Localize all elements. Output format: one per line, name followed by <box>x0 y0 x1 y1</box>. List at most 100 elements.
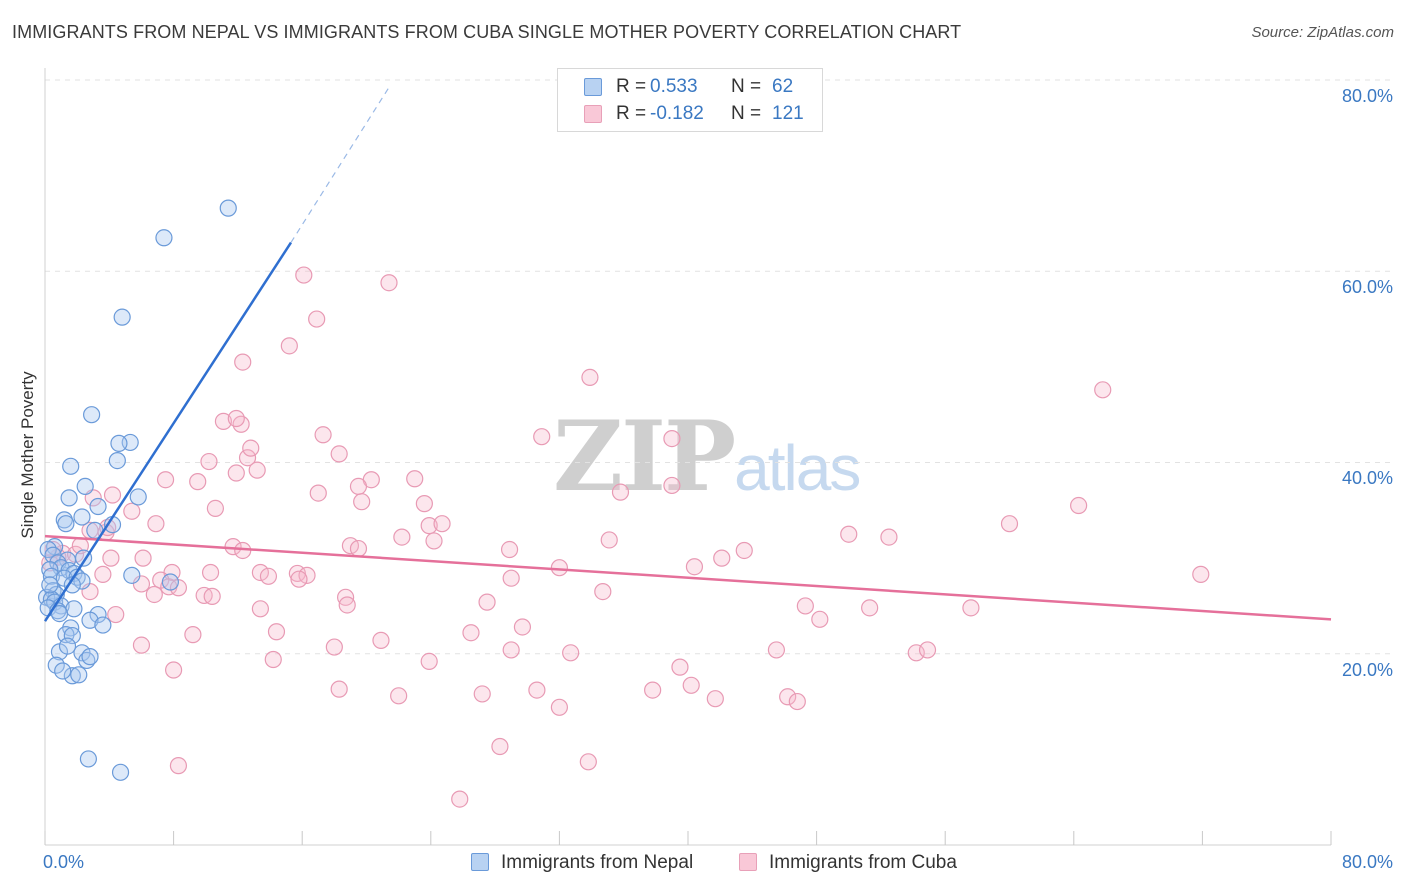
nepal-point <box>111 763 130 781</box>
nepal-point <box>155 229 173 247</box>
nepal-point <box>65 600 83 618</box>
n-label: N = <box>731 103 762 124</box>
legend-item-nepal[interactable]: Immigrants from Nepal <box>471 852 693 874</box>
cuba-point <box>528 681 546 699</box>
nepal-point <box>219 199 237 217</box>
nepal-point <box>89 497 107 516</box>
cuba-points <box>41 266 1210 808</box>
cuba-point <box>533 428 551 446</box>
cuba-point <box>123 502 141 520</box>
cuba-point <box>107 605 125 624</box>
cuba-point <box>145 585 163 604</box>
nepal-point <box>73 572 91 590</box>
cuba-point <box>462 624 480 642</box>
nepal-point <box>110 434 128 452</box>
r-label: R = <box>616 103 647 124</box>
cuba-point <box>420 652 438 671</box>
cuba-point <box>248 461 266 479</box>
stats-legend: R = 0.533 N = 62 R = -0.182 N = 121 <box>557 68 823 132</box>
nepal-point <box>70 666 88 684</box>
cuba-point <box>500 540 519 559</box>
cuba-point <box>251 563 270 582</box>
cuba-point <box>685 558 704 576</box>
cuba-point <box>880 528 898 546</box>
y-tick-label: 20.0% <box>1341 660 1393 680</box>
cuba-point <box>1070 496 1088 515</box>
nepal-point <box>79 750 98 768</box>
legend-item-cuba[interactable]: Immigrants from Cuba <box>739 852 957 874</box>
trend-lines <box>43 84 1332 622</box>
nepal-r-value: 0.533 <box>650 76 698 97</box>
cuba-point <box>295 266 313 284</box>
cuba-point <box>779 688 797 706</box>
cuba-point <box>353 493 371 511</box>
cuba-point <box>550 559 569 577</box>
cuba-point <box>251 600 270 618</box>
y-tick-label: 60.0% <box>1341 277 1393 297</box>
nepal-point <box>123 566 141 584</box>
cuba-point <box>735 541 753 560</box>
legend-row-cuba: R = -0.182 N = 121 <box>558 101 822 127</box>
nepal-point <box>54 662 72 680</box>
cuba-point <box>184 626 202 644</box>
cuba-point <box>1094 381 1112 399</box>
cuba-legend-swatch <box>739 853 757 871</box>
cuba-point <box>132 636 151 654</box>
nepal-point <box>60 489 78 507</box>
cuba-point <box>314 426 332 444</box>
cuba-point <box>189 473 207 491</box>
cuba-point <box>663 429 681 448</box>
cuba-point <box>433 515 451 533</box>
cuba-point <box>796 597 814 615</box>
y-tick-label: 40.0% <box>1341 468 1393 488</box>
cuba-point <box>600 531 618 549</box>
cuba-point <box>502 641 520 659</box>
nepal-n-value: 62 <box>772 76 794 97</box>
cuba-r-value: -0.182 <box>650 103 704 124</box>
cuba-trend-line <box>44 534 1332 621</box>
watermark-atlas: atlas <box>734 432 861 504</box>
cuba-point <box>663 476 681 495</box>
n-label: N = <box>731 76 762 97</box>
cuba-point <box>169 757 188 775</box>
cuba-point <box>242 439 260 457</box>
legend-label-nepal: Immigrants from Nepal <box>501 852 694 873</box>
nepal-point <box>62 457 80 475</box>
cuba-point <box>267 623 286 641</box>
cuba-point <box>227 464 245 482</box>
cuba-point <box>420 517 438 535</box>
cuba-point <box>611 483 630 501</box>
cuba-point <box>550 698 569 716</box>
nepal-point <box>58 637 77 655</box>
cuba-point <box>491 737 509 756</box>
cuba-point <box>200 452 218 471</box>
cuba-point <box>298 566 316 584</box>
legend-row-nepal: R = 0.533 N = 62 <box>558 74 822 100</box>
cuba-point <box>713 549 731 567</box>
nepal-points <box>38 199 237 781</box>
watermark-zip: ZIP <box>553 400 736 513</box>
y-tick-label: 80.0% <box>1341 86 1393 106</box>
cuba-point <box>280 337 298 355</box>
axes <box>44 68 1332 846</box>
nepal-point <box>41 560 59 579</box>
cuba-point <box>406 470 424 488</box>
cuba-point <box>349 539 368 558</box>
cuba-point <box>425 532 443 550</box>
nepal-legend-swatch <box>471 853 489 871</box>
cuba-point <box>308 310 326 328</box>
cuba-point <box>238 449 257 467</box>
cuba-point <box>840 525 858 543</box>
cuba-point <box>234 353 252 371</box>
cuba-point <box>962 599 980 617</box>
cuba-point <box>259 567 278 585</box>
nepal-point <box>76 477 94 496</box>
y-axis-label: Single Mother Poverty <box>18 371 37 539</box>
cuba-point <box>372 631 390 649</box>
nepal-point <box>73 508 91 526</box>
cuba-point <box>918 641 937 659</box>
cuba-point <box>682 676 700 694</box>
nepal-point <box>129 488 147 506</box>
cuba-point <box>132 575 151 593</box>
watermark: ZIPatlas <box>553 400 861 513</box>
